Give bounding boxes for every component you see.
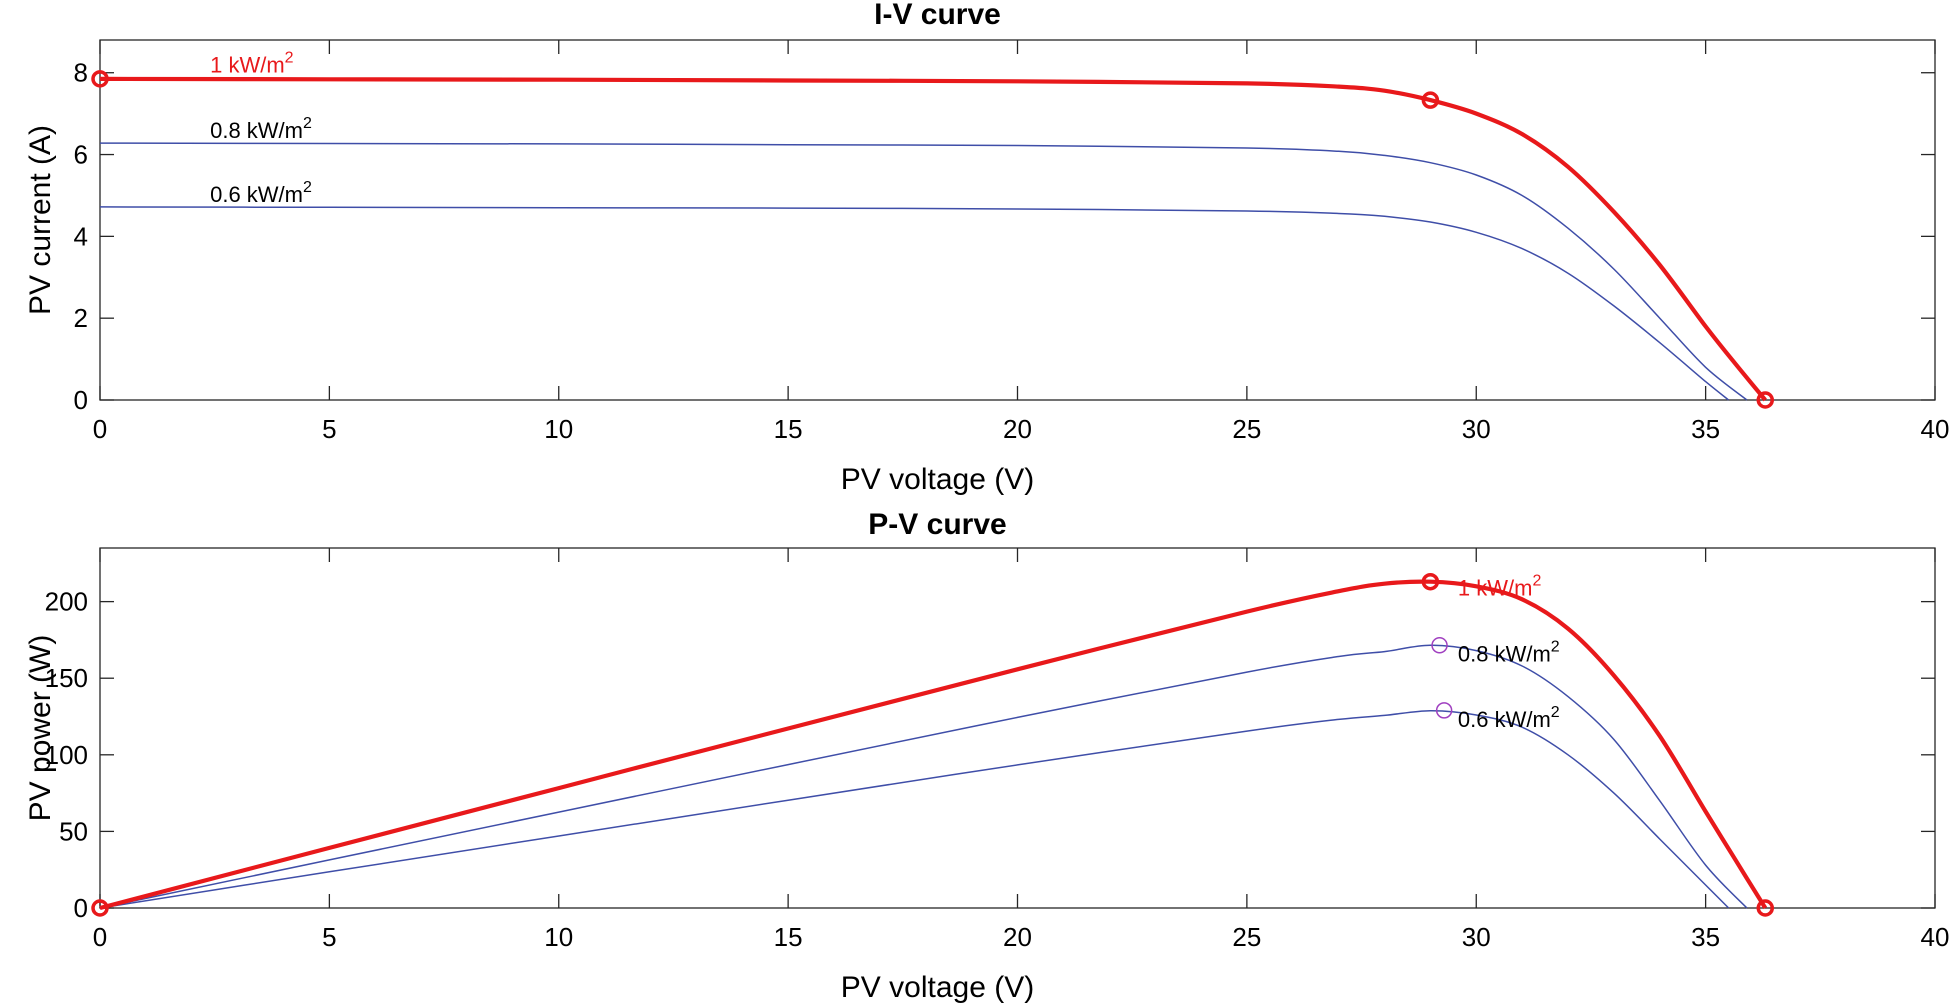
x-tick-label: 0 xyxy=(93,414,107,444)
series-line-1 xyxy=(99,142,1748,401)
annotation-text: 1 kW/m xyxy=(210,53,285,78)
x-tick-label: 15 xyxy=(774,414,803,444)
x-tick-label: 5 xyxy=(322,414,336,444)
series-line-1 xyxy=(99,644,1748,909)
y-tick-label: 0 xyxy=(74,893,88,923)
y-axis-label: PV current (A) xyxy=(24,125,57,315)
point-marker xyxy=(91,899,109,917)
y-tick-label: 4 xyxy=(74,221,88,251)
y-tick-label: 2 xyxy=(74,303,88,333)
x-tick-label: 5 xyxy=(322,922,336,952)
mpp-marker xyxy=(1435,702,1453,719)
y-tick-label: 200 xyxy=(45,587,88,617)
x-axis-label: PV voltage (V) xyxy=(841,463,1034,496)
annotation-superscript: 2 xyxy=(303,115,312,132)
point-marker xyxy=(91,70,109,88)
y-tick-label: 50 xyxy=(59,816,88,846)
annotation-text: 0.8 kW/m xyxy=(210,118,303,143)
point-marker xyxy=(1756,391,1775,409)
series-line-2 xyxy=(99,709,1730,909)
x-tick-label: 25 xyxy=(1232,922,1261,952)
annotation-superscript: 2 xyxy=(1551,638,1560,655)
curve-annotation: 0.6 kW/m2 xyxy=(1458,704,1560,732)
chart-title: I-V curve xyxy=(874,0,1001,31)
x-tick-label: 40 xyxy=(1921,414,1950,444)
x-tick-label: 30 xyxy=(1462,414,1491,444)
x-tick-label: 35 xyxy=(1691,922,1720,952)
chart-title: P-V curve xyxy=(868,508,1006,541)
x-tick-label: 20 xyxy=(1003,414,1032,444)
annotation-superscript: 2 xyxy=(1532,572,1541,589)
plot-frame xyxy=(99,39,1936,401)
annotation-text: 0.6 kW/m xyxy=(1458,707,1551,732)
y-tick-label: 100 xyxy=(45,740,88,770)
x-tick-label: 15 xyxy=(774,922,803,952)
x-tick-label: 10 xyxy=(544,922,573,952)
x-tick-label: 0 xyxy=(93,922,107,952)
series-line-1kw xyxy=(99,579,1768,911)
annotation-text: 0.6 kW/m xyxy=(210,182,303,207)
y-tick-label: 8 xyxy=(74,58,88,88)
x-axis-label: PV voltage (V) xyxy=(841,971,1034,1004)
x-tick-label: 30 xyxy=(1462,922,1491,952)
iv-chart: 0 5 10 15 20 25 30 35 40 0 2 4 6 8 I-V curve PV voltage… xyxy=(24,0,1949,496)
curve-annotation: 0.8 kW/m2 xyxy=(210,115,312,143)
point-marker xyxy=(1421,572,1440,591)
curve-annotation: 0.8 kW/m2 xyxy=(1458,638,1560,666)
x-tick-label: 25 xyxy=(1232,414,1261,444)
annotation-superscript: 2 xyxy=(303,179,312,196)
curve-annotation: 1 kW/m2 xyxy=(210,50,294,78)
x-tick-label: 20 xyxy=(1003,922,1032,952)
curve-annotation: 1 kW/m2 xyxy=(1458,572,1542,600)
annotation-text: 1 kW/m xyxy=(1458,575,1533,600)
annotation-superscript: 2 xyxy=(1551,704,1560,721)
x-tick-label: 40 xyxy=(1921,922,1950,952)
y-tick-label: 0 xyxy=(74,385,88,415)
series-line-2 xyxy=(99,206,1730,401)
plot-frame xyxy=(99,547,1936,909)
x-tick-label: 10 xyxy=(544,414,573,444)
point-marker xyxy=(1756,899,1775,917)
curve-annotation: 0.6 kW/m2 xyxy=(210,179,312,207)
y-tick-label: 150 xyxy=(45,663,88,693)
annotation-superscript: 2 xyxy=(285,50,294,67)
y-axis-label: PV power (W) xyxy=(24,635,57,822)
y-tick-label: 6 xyxy=(74,140,88,170)
pv-chart: 0 5 10 15 20 25 30 35 40 0 50 100 150 200 P-V curve PV … xyxy=(24,508,1949,1004)
point-marker xyxy=(1421,91,1440,109)
series-line-1kw xyxy=(99,76,1767,402)
annotation-text: 0.8 kW/m xyxy=(1458,641,1551,666)
mpp-marker xyxy=(1431,637,1448,654)
x-tick-label: 35 xyxy=(1691,414,1720,444)
